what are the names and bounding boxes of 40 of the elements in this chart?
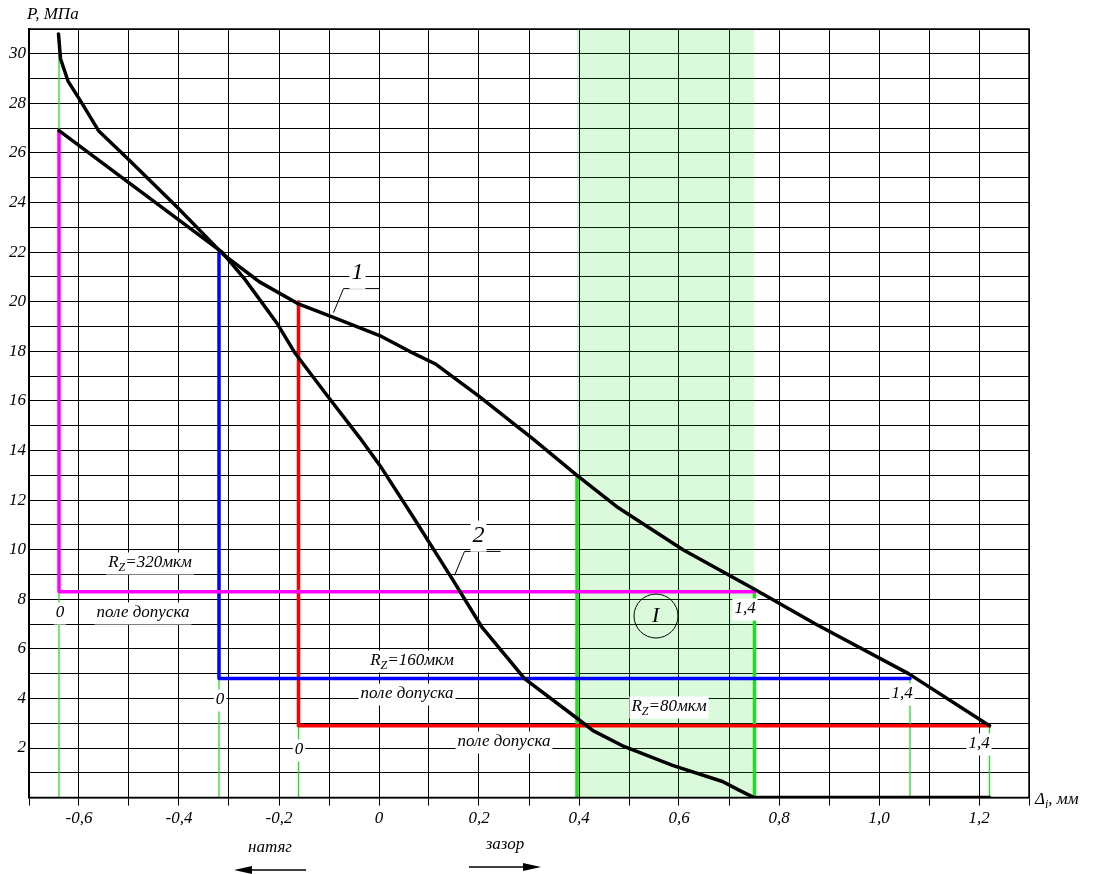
x-tick-label: 1,0 bbox=[868, 808, 891, 828]
y-tick-label: 26 bbox=[9, 142, 27, 162]
annotation: 0 bbox=[55, 602, 65, 622]
y-tick-label: 16 bbox=[9, 390, 27, 410]
x-tick-label: -0,4 bbox=[165, 808, 193, 828]
band-label: I bbox=[651, 602, 662, 627]
annotation: поле допуска bbox=[96, 602, 190, 622]
y-tick-label: 8 bbox=[17, 588, 27, 608]
y-tick-label: 10 bbox=[9, 539, 27, 559]
annotation: поле допуска bbox=[457, 731, 551, 751]
annotation: 0 bbox=[215, 689, 225, 709]
y-tick-label: 4 bbox=[17, 687, 27, 707]
x-tick-label: -0,2 bbox=[265, 808, 293, 828]
annotation: 1,4 bbox=[734, 598, 757, 618]
text: зазор bbox=[484, 834, 525, 854]
text: натяг bbox=[248, 837, 293, 857]
annotation: 1,4 bbox=[968, 733, 991, 753]
annotation: 1,4 bbox=[891, 683, 914, 703]
y-tick-label: 30 bbox=[8, 43, 27, 63]
y-tick-label: 6 bbox=[17, 638, 27, 658]
x-tick-label: 0,8 bbox=[768, 808, 791, 828]
y-tick-label: 22 bbox=[9, 241, 27, 261]
x-tick-label: 1,2 bbox=[968, 808, 991, 828]
x-tick-label: 0,6 bbox=[668, 808, 691, 828]
annotation: 0 bbox=[294, 739, 304, 759]
y-tick-label: 2 bbox=[17, 737, 27, 757]
series-label: 2 bbox=[472, 520, 485, 547]
y-tick-label: 28 bbox=[9, 92, 27, 112]
x-tick-label: 0,2 bbox=[468, 808, 491, 828]
y-tick-label: 18 bbox=[9, 340, 27, 360]
x-tick-label: -0,6 bbox=[65, 808, 93, 828]
y-tick-label: 24 bbox=[9, 192, 27, 212]
x-tick-label: 0,4 bbox=[568, 808, 591, 828]
y-tick-label: 14 bbox=[9, 439, 27, 459]
series-label: 1 bbox=[351, 257, 364, 284]
y-axis-title: P, МПа bbox=[26, 4, 79, 24]
annotation: поле допуска bbox=[360, 683, 454, 703]
x-tick-label: 0 bbox=[374, 808, 384, 828]
y-tick-label: 12 bbox=[9, 489, 27, 509]
y-tick-label: 20 bbox=[9, 291, 27, 311]
